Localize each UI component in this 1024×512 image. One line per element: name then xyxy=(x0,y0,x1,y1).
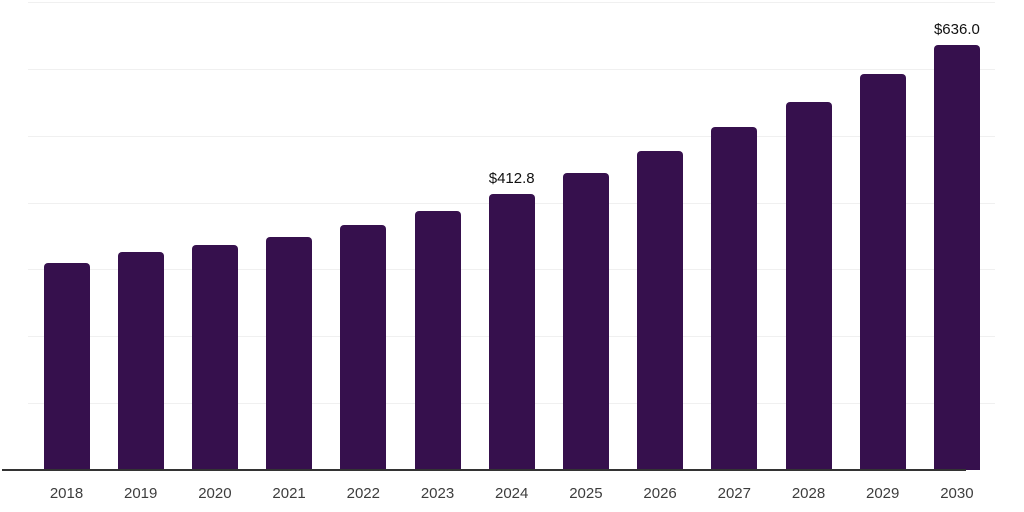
bar-2022 xyxy=(340,224,387,470)
gridline-500 xyxy=(28,135,995,137)
x-tick-2030: 2030 xyxy=(940,485,974,502)
bar-2024 xyxy=(488,194,535,470)
x-tick-2025: 2025 xyxy=(569,485,603,502)
bar-2018 xyxy=(43,262,90,470)
x-tick-2024: 2024 xyxy=(495,485,529,502)
x-tick-2023: 2023 xyxy=(420,485,455,502)
x-tick-2022: 2022 xyxy=(346,485,380,502)
x-tick-2029: 2029 xyxy=(866,485,900,502)
x-tick-2021: 2021 xyxy=(272,485,306,502)
data-label-2030: $636.0 xyxy=(933,20,980,38)
x-axis-line xyxy=(2,469,966,471)
x-tick-2020: 2020 xyxy=(198,485,232,502)
bar-2030 xyxy=(933,44,980,470)
bar-2025 xyxy=(562,173,609,470)
bar-2028 xyxy=(785,101,832,470)
plot-area: 2018 2019 2020 2021 2022 2023 $412.8 2024 2025 20… xyxy=(28,0,995,512)
x-tick-2026: 2026 xyxy=(643,485,677,502)
x-tick-2027: 2027 xyxy=(717,485,751,502)
bar-2021 xyxy=(266,236,313,470)
bar-2029 xyxy=(859,74,906,470)
x-tick-2018: 2018 xyxy=(49,485,84,502)
x-tick-2028: 2028 xyxy=(791,485,826,502)
bar-2027 xyxy=(711,127,758,470)
bar-2026 xyxy=(637,151,684,470)
x-tick-2019: 2019 xyxy=(124,485,158,502)
bar-2020 xyxy=(191,244,238,470)
data-label-2024: $412.8 xyxy=(488,170,535,187)
gridline-700 xyxy=(28,2,995,3)
gridline-600 xyxy=(28,68,995,70)
bar-2023 xyxy=(414,210,461,470)
bar-2019 xyxy=(117,252,164,470)
